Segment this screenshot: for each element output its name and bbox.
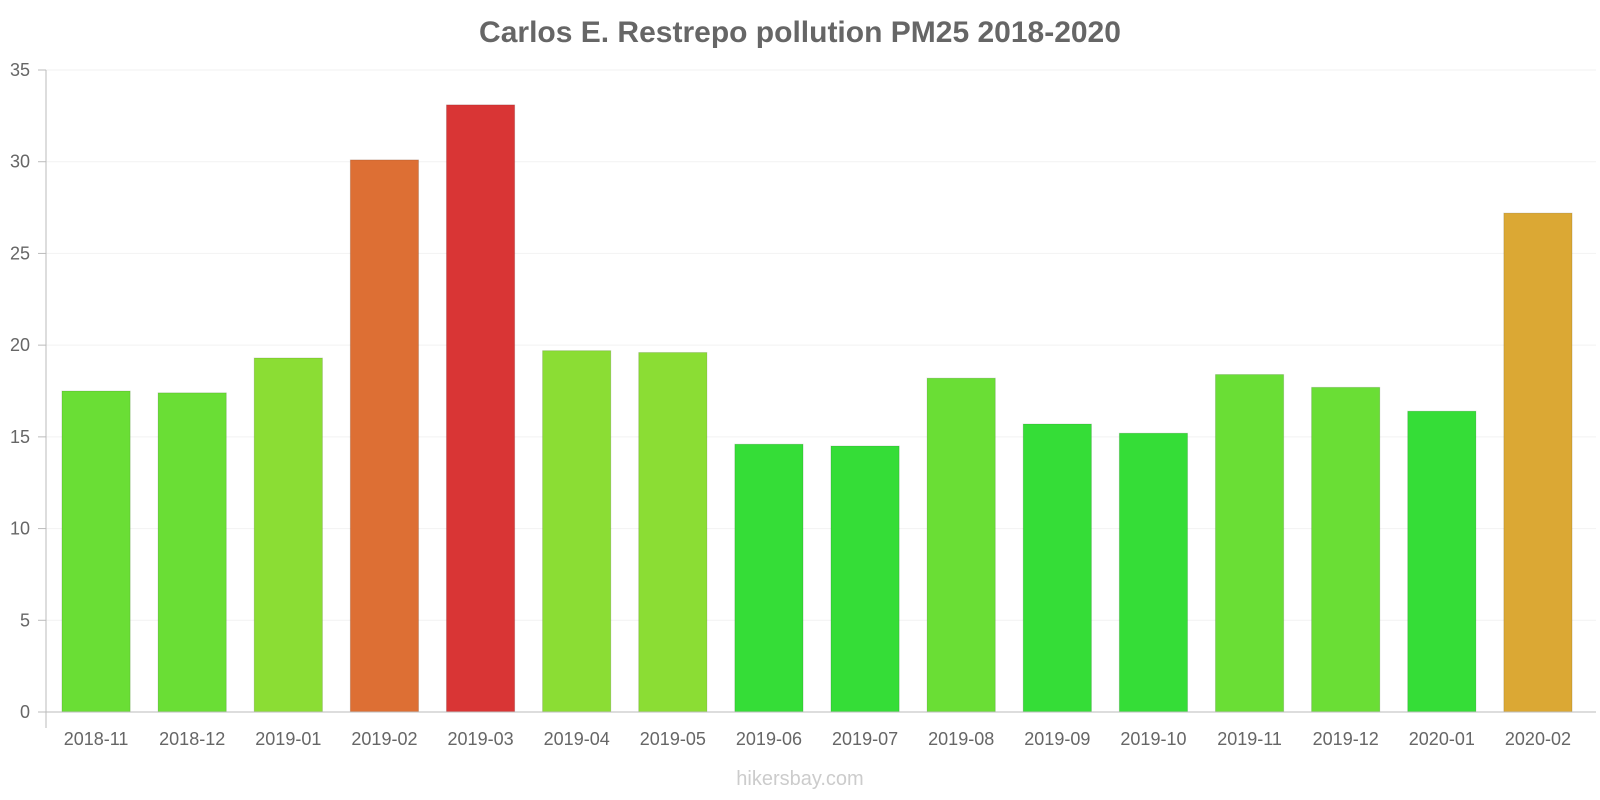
x-tick-label: 2019-03 [448, 729, 514, 749]
x-tick-label: 2019-06 [736, 729, 802, 749]
y-tick-label: 25 [10, 243, 30, 263]
axes [38, 69, 1596, 728]
x-tick-label: 2019-12 [1313, 729, 1379, 749]
x-tick-label: 2020-01 [1409, 729, 1475, 749]
bar-2019-02[interactable] [349, 159, 420, 713]
tick-labels: 0 5 10 15 20 25 30 35 2018-11 2018-12 2019-01 2019-… [10, 60, 1571, 749]
x-tick-label: 2019-08 [928, 729, 994, 749]
bar-2018-12[interactable] [157, 392, 227, 713]
x-tick-label: 2019-04 [544, 729, 610, 749]
bar-2019-07[interactable] [830, 445, 900, 713]
bar-2019-10[interactable] [1118, 432, 1189, 713]
bar-2019-05[interactable] [638, 351, 708, 713]
y-tick-label: 20 [10, 335, 30, 355]
x-tick-label: 2019-09 [1024, 729, 1090, 749]
x-tick-label: 2018-12 [159, 729, 225, 749]
y-tick-label: 15 [10, 427, 30, 447]
x-tick-label: 2019-02 [351, 729, 417, 749]
bar-2020-01[interactable] [1407, 410, 1477, 713]
y-tick-label: 35 [10, 60, 30, 80]
x-tick-label: 2019-07 [832, 729, 898, 749]
x-tick-label: 2020-02 [1505, 729, 1571, 749]
bar-2019-06[interactable] [734, 443, 804, 713]
watermark: hikersbay.com [736, 768, 864, 790]
bar-2019-08[interactable] [926, 377, 996, 713]
bar-2019-01[interactable] [253, 357, 323, 713]
y-tick-label: 5 [20, 610, 30, 630]
x-tick-label: 2019-10 [1120, 729, 1186, 749]
chart-title: Carlos E. Restrepo pollution PM25 2018-2… [479, 16, 1121, 49]
x-tick-label: 2019-05 [640, 729, 706, 749]
y-tick-label: 10 [10, 519, 30, 539]
bars [61, 104, 1573, 713]
bar-2020-02[interactable] [1503, 212, 1573, 713]
bar-2019-12[interactable] [1311, 386, 1381, 713]
y-tick-label: 30 [10, 152, 30, 172]
bar-2018-11[interactable] [61, 390, 131, 713]
bar-2019-11[interactable] [1214, 373, 1285, 713]
x-tick-label: 2019-11 [1217, 729, 1282, 749]
bar-2019-09[interactable] [1022, 423, 1092, 713]
x-tick-label: 2018-11 [64, 729, 129, 749]
bar-2019-04[interactable] [542, 350, 612, 713]
y-tick-label: 0 [20, 702, 30, 722]
bar-2019-03[interactable] [445, 104, 516, 713]
x-tick-label: 2019-01 [255, 729, 321, 749]
